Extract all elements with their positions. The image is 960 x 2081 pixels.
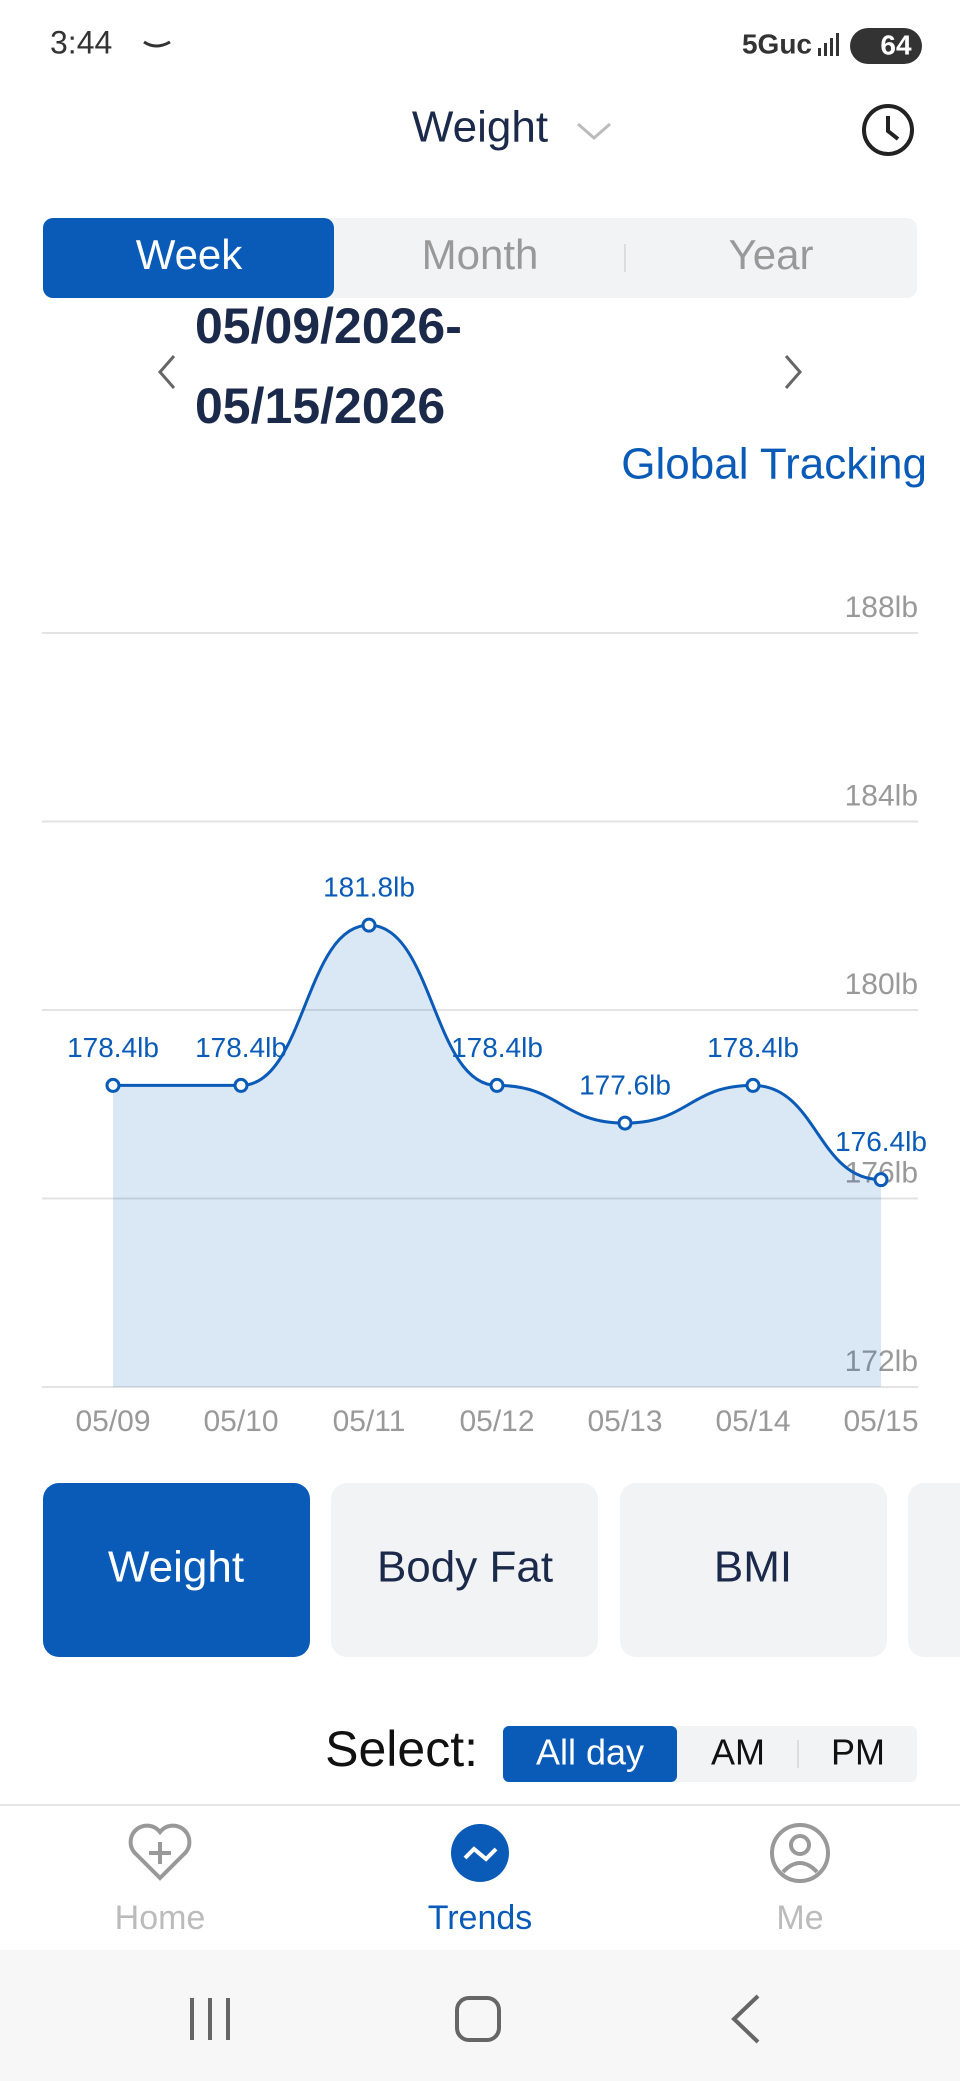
recent-apps-button[interactable]	[190, 1998, 230, 2040]
value-label: 178.4lb	[195, 1032, 287, 1063]
nav-label[interactable]: Home	[115, 1899, 206, 1937]
point	[489, 1077, 505, 1093]
tab[interactable]: Week	[136, 231, 244, 278]
dropdown-icon[interactable]	[577, 122, 611, 140]
x-tick-label: 05/12	[459, 1405, 534, 1438]
y-tick-label: 180lb	[845, 968, 918, 1001]
select-option[interactable]: AM	[711, 1732, 765, 1773]
trends-icon-line	[463, 1846, 498, 1862]
global-tracking-link[interactable]: Global Tracking	[621, 440, 927, 489]
date-end: 05/15/2026	[195, 378, 445, 434]
point	[873, 1172, 889, 1188]
value-label: 178.4lb	[451, 1032, 543, 1063]
select-active[interactable]	[503, 1726, 677, 1782]
point	[233, 1077, 249, 1093]
tab[interactable]: Month	[422, 231, 539, 278]
metric-label[interactable]: BMI	[714, 1543, 792, 1592]
value-label: 178.4lb	[67, 1032, 159, 1063]
next-arrow[interactable]	[784, 355, 802, 389]
prev-arrow[interactable]	[158, 355, 176, 389]
y-tick-label: 184lb	[845, 779, 918, 812]
system-nav	[0, 1950, 960, 2081]
back-button[interactable]	[731, 1994, 760, 2044]
point	[745, 1077, 761, 1093]
metric-label[interactable]: Body Fat	[377, 1543, 553, 1592]
select-label: Select:	[325, 1721, 478, 1777]
select-option[interactable]: PM	[831, 1732, 885, 1773]
y-tick-label: 188lb	[845, 591, 918, 624]
point	[617, 1115, 633, 1131]
date-start: 05/09/2026-	[195, 298, 462, 354]
x-tick-label: 05/13	[587, 1405, 662, 1438]
home-button[interactable]	[455, 1996, 501, 2042]
x-tick-label: 05/14	[715, 1405, 790, 1438]
me-icon-head	[789, 1834, 811, 1856]
header-title[interactable]: Weight	[412, 103, 548, 152]
value-label: 177.6lb	[579, 1069, 671, 1100]
battery	[850, 28, 922, 64]
area	[113, 925, 881, 1387]
battery-level: 64	[880, 29, 912, 60]
signal-icon	[818, 33, 839, 56]
tab-active[interactable]	[43, 218, 334, 298]
history-icon[interactable]	[862, 104, 914, 156]
me-icon[interactable]	[770, 1823, 830, 1883]
metric-button[interactable]	[620, 1483, 887, 1657]
value-label: 176.4lb	[835, 1126, 927, 1157]
chart: 172lb176lb180lb184lb188lb05/0905/1005/11…	[42, 591, 927, 1438]
home-icon[interactable]	[128, 1823, 192, 1881]
y-tick-label: 172lb	[845, 1345, 918, 1378]
metric-label[interactable]: Weight	[108, 1543, 244, 1592]
home-icon-plus	[149, 1842, 171, 1864]
x-tick-label: 05/11	[333, 1405, 406, 1438]
history-icon-hands	[886, 116, 900, 141]
select-option[interactable]: All day	[536, 1732, 644, 1773]
me-icon-body	[781, 1861, 819, 1874]
value-label: 178.4lb	[707, 1032, 799, 1063]
x-tick-label: 05/09	[75, 1405, 150, 1438]
status-network: 5Guc	[742, 28, 812, 59]
point	[105, 1077, 121, 1093]
status-icon	[143, 40, 171, 48]
metric-button[interactable]	[908, 1483, 960, 1657]
value-label: 181.8lb	[323, 872, 415, 903]
x-tick-label: 05/10	[203, 1405, 278, 1438]
metric-button[interactable]	[331, 1483, 598, 1657]
metric-button-active[interactable]	[43, 1483, 310, 1657]
nav-label[interactable]: Trends	[428, 1899, 533, 1937]
status-time: 3:44	[50, 24, 112, 60]
point	[361, 917, 377, 933]
x-tick-label: 05/15	[843, 1405, 918, 1438]
tab[interactable]: Year	[729, 231, 814, 278]
nav-label[interactable]: Me	[776, 1899, 823, 1937]
